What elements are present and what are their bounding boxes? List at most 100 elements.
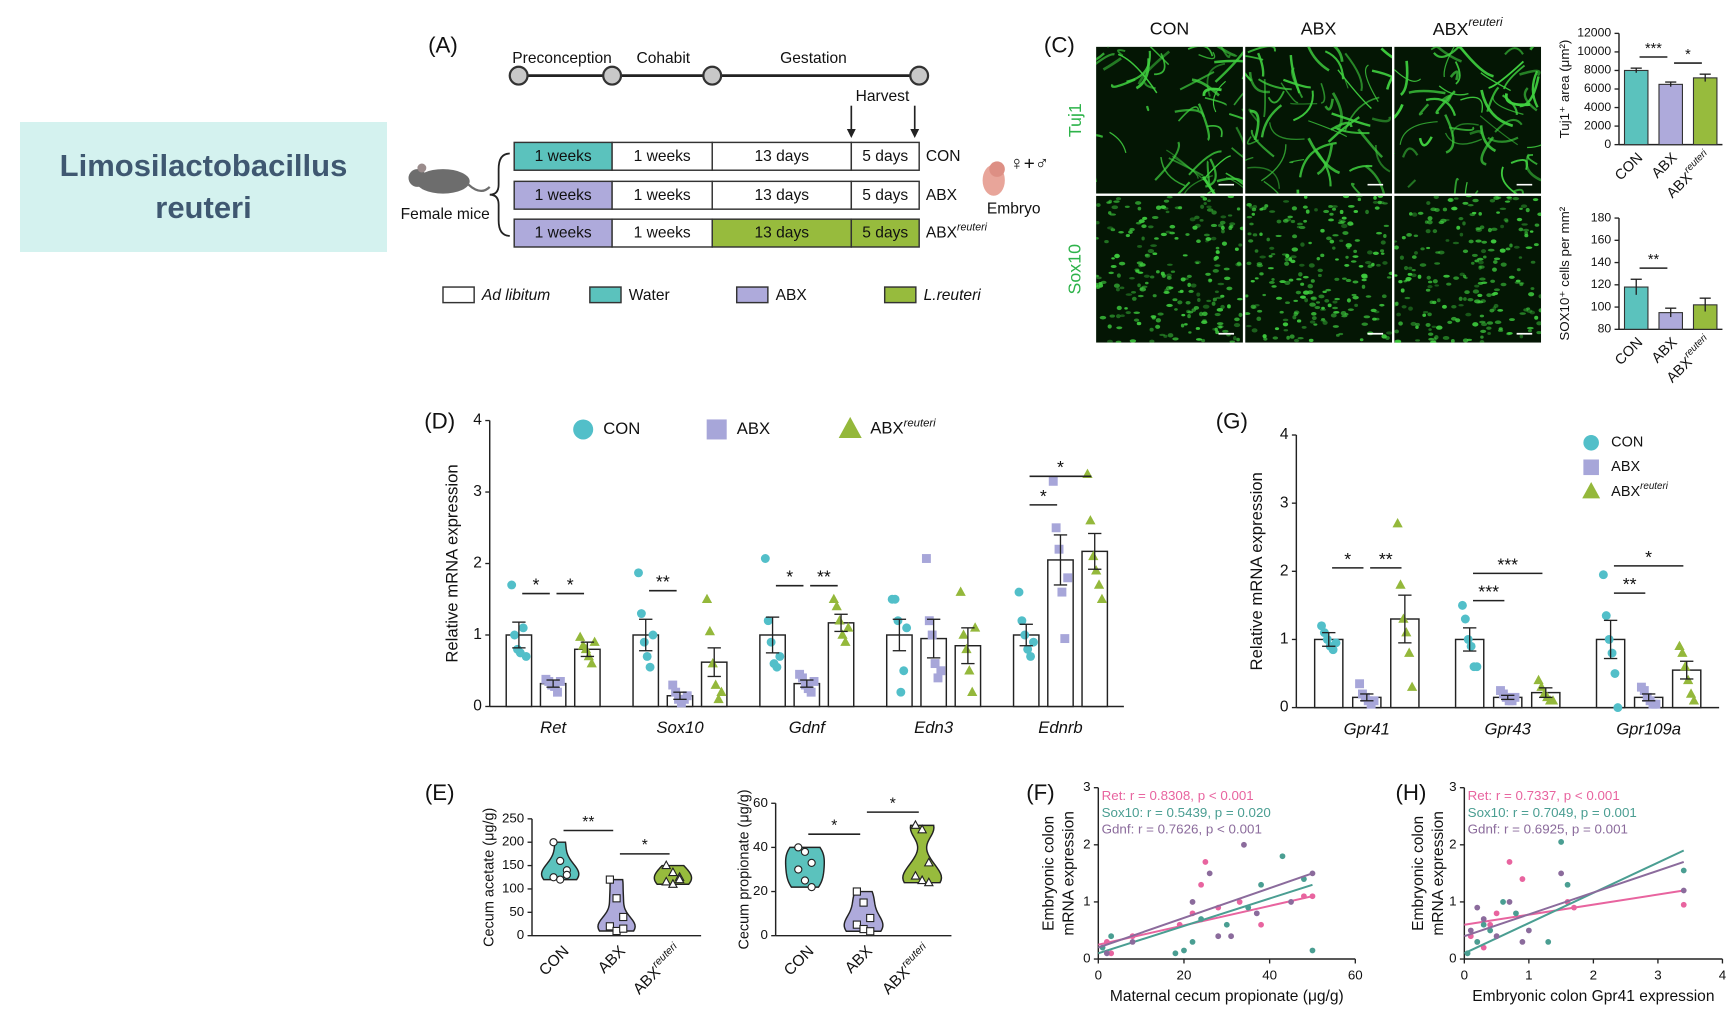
data-point [1480,944,1487,951]
data-point [1558,839,1565,845]
cell-nucleus [1284,218,1292,222]
text-part: reuteri [1640,481,1669,492]
cell-nucleus [1293,299,1299,303]
cell-nucleus [1333,311,1340,314]
cell-nucleus [1377,195,1384,198]
violin [784,846,826,888]
cell-nucleus [1212,269,1219,273]
significance-label: *** [1497,554,1518,574]
data-point [1395,579,1406,589]
neuron-fiber [1179,70,1215,91]
neuron-fiber [1289,54,1301,94]
cell-nucleus [1462,221,1466,226]
cell-nucleus [1528,292,1535,297]
cell-nucleus [1377,200,1382,205]
mouse-head [408,169,427,187]
neuron-fiber [1149,46,1170,66]
cell-nucleus [1434,284,1439,287]
legend-marker [1583,435,1599,451]
cell-nucleus [1437,250,1445,255]
cell-nucleus [1219,220,1226,225]
cell-nucleus [1109,314,1116,318]
data-point [713,693,724,704]
cell-nucleus [1401,235,1406,240]
cell-nucleus [1318,294,1325,299]
cell-nucleus [1425,322,1431,327]
y-axis-label: Cecum acetate (μg/g) [482,808,498,947]
cell-nucleus [1190,283,1197,288]
harvest-label: Harvest [856,88,910,105]
cell-nucleus [1214,290,1219,294]
cell-nucleus [1268,281,1275,284]
cell-nucleus [1334,297,1341,301]
cell-nucleus [1447,197,1454,203]
cell-nucleus [1422,313,1427,317]
data-point [648,630,658,640]
data-point [961,643,972,654]
cell-nucleus [1116,305,1122,311]
cell-nucleus [1472,322,1479,327]
x-tick-label: 2 [1590,967,1597,982]
neuron-fiber [1225,172,1243,186]
cell-nucleus [1246,261,1252,266]
cell-nucleus [1524,233,1529,238]
data-point [521,651,531,661]
cell-nucleus [1303,195,1308,199]
cell-nucleus [1487,248,1495,252]
cell-nucleus [1452,241,1460,245]
cell-nucleus [1497,309,1504,312]
cell-nucleus [1283,329,1289,332]
cell-nucleus [1341,315,1348,318]
data-point [1506,859,1513,865]
neuron-fiber [1197,103,1211,141]
cell-nucleus [1395,301,1399,306]
cell-nucleus [1521,223,1528,226]
data-point [1189,899,1196,905]
data-point [807,883,816,892]
cell-nucleus [1467,298,1474,302]
cell-nucleus [1536,321,1542,326]
cell-nucleus [1394,245,1399,250]
cell-nucleus [1155,270,1160,274]
data-point [917,874,928,885]
y-tick-label: 1 [473,626,482,643]
y-tick-label: 1 [1083,893,1090,908]
cell-nucleus [1166,263,1173,266]
cell-nucleus [1114,253,1120,259]
cell-nucleus [1099,315,1107,320]
data-point [1328,645,1338,655]
cell-label: 13 days [755,148,810,165]
cell-nucleus [1342,195,1350,199]
y-tick-label: 60 [753,795,768,810]
cell-nucleus [1227,304,1231,309]
cell-nucleus [1361,285,1366,289]
cell-nucleus [1352,255,1359,258]
cell-nucleus [1526,307,1531,310]
cell-nucleus [1107,339,1113,343]
violin [902,824,943,884]
cell-nucleus [1245,312,1251,315]
data-point [837,629,848,639]
neuron-fiber [1154,141,1181,181]
cell-nucleus [1352,280,1359,284]
cell-nucleus [1446,282,1452,286]
cell-nucleus [1477,293,1483,298]
data-point [1545,939,1552,945]
cell-nucleus [1298,272,1303,277]
cell-nucleus [1214,264,1221,267]
cell-nucleus [1372,251,1379,255]
cell-nucleus [1382,202,1388,205]
neuron-fiber [1394,68,1422,82]
data-point [834,615,845,625]
cell-nucleus [1463,297,1467,301]
cell-nucleus [1116,314,1121,319]
data-point [1457,600,1467,610]
text-part: reuteri [1682,332,1710,360]
cell-nucleus [1487,331,1491,335]
neuron-fiber [1408,89,1446,95]
cell-nucleus [1309,302,1316,307]
cell-nucleus [1270,252,1276,256]
timeline-node [909,65,930,86]
legend-swatch [735,286,769,304]
neuron-fiber [1418,136,1433,147]
